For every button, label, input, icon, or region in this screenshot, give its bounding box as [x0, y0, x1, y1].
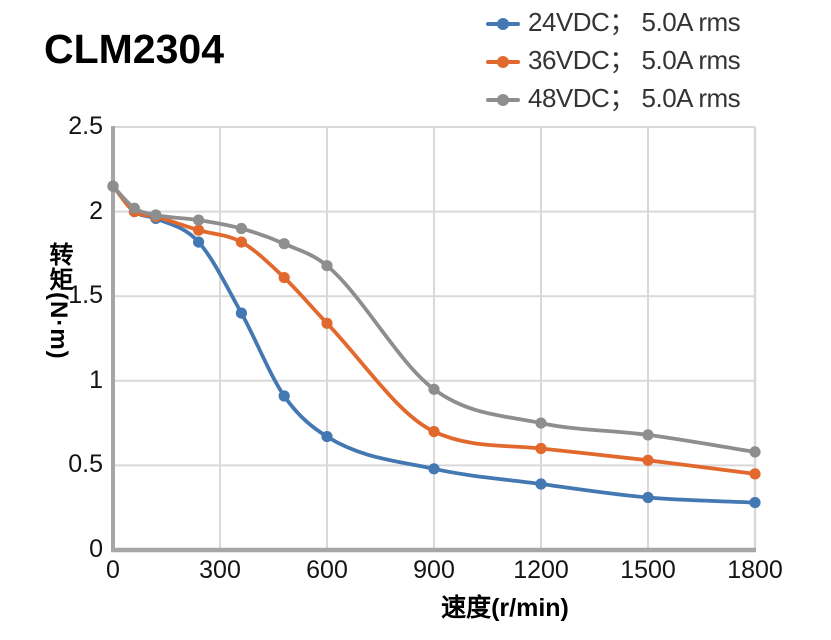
data-point-marker	[193, 214, 205, 226]
legend-label: 36VDC； 5.0A rms	[528, 44, 741, 75]
y-tick-label: 0	[89, 535, 103, 563]
data-point-marker	[428, 426, 440, 438]
y-tick-label: 1.5	[68, 281, 103, 310]
legend-dot-icon	[497, 93, 509, 106]
x-axis-label: 速度(r/min)	[441, 594, 569, 622]
data-point-marker	[278, 390, 290, 402]
data-point-marker	[642, 429, 654, 441]
data-point-marker	[535, 478, 547, 490]
data-point-marker	[235, 307, 247, 319]
data-point-marker	[749, 497, 761, 509]
data-point-marker	[321, 260, 333, 272]
legend-line-marker-icon	[486, 93, 520, 106]
legend-dot-icon	[497, 17, 509, 30]
data-point-marker	[128, 202, 140, 214]
data-point-marker	[321, 431, 333, 443]
data-point-marker	[107, 180, 119, 192]
chart-title: CLM2304	[44, 26, 225, 72]
legend-item: 36VDC； 5.0A rms	[486, 39, 741, 77]
data-point-marker	[535, 417, 547, 429]
data-point-marker	[150, 209, 162, 221]
y-tick-label: 2	[89, 196, 103, 225]
data-point-marker	[642, 491, 654, 504]
y-tick-label: 0.5	[68, 450, 103, 479]
x-tick-label: 1200	[513, 556, 569, 584]
legend-item: 48VDC； 5.0A rms	[486, 77, 741, 115]
data-point-marker	[235, 222, 247, 235]
data-point-marker	[642, 454, 654, 466]
legend-line-marker-icon	[486, 55, 520, 68]
data-point-marker	[278, 238, 290, 250]
data-point-marker	[235, 236, 247, 248]
x-tick-label: 600	[306, 556, 348, 584]
data-point-marker	[535, 442, 547, 455]
x-tick-label: 1800	[727, 556, 783, 584]
data-point-marker	[321, 317, 333, 329]
x-tick-label: 0	[106, 556, 120, 584]
y-axis-label: 转矩(N·m)	[45, 242, 72, 360]
data-point-marker	[193, 224, 205, 236]
legend-label: 48VDC； 5.0A rms	[528, 82, 741, 113]
legend-dot-icon	[497, 55, 509, 68]
data-point-marker	[193, 236, 205, 248]
data-point-marker	[428, 463, 440, 475]
legend-label: 24VDC； 5.0A rms	[528, 6, 741, 37]
legend: 24VDC； 5.0A rms 36VDC； 5.0A rms 48VDC； 5.0…	[486, 1, 741, 115]
x-tick-label: 300	[199, 556, 241, 584]
legend-item: 24VDC； 5.0A rms	[486, 1, 741, 39]
legend-line-marker-icon	[486, 17, 520, 30]
data-point-marker	[428, 383, 440, 395]
data-point-marker	[278, 272, 290, 284]
y-tick-label: 2.5	[68, 112, 103, 140]
data-point-marker	[749, 446, 761, 458]
x-tick-label: 900	[413, 556, 455, 584]
x-tick-label: 1500	[620, 556, 676, 584]
y-tick-label: 1	[89, 365, 103, 394]
data-point-marker	[749, 468, 761, 480]
